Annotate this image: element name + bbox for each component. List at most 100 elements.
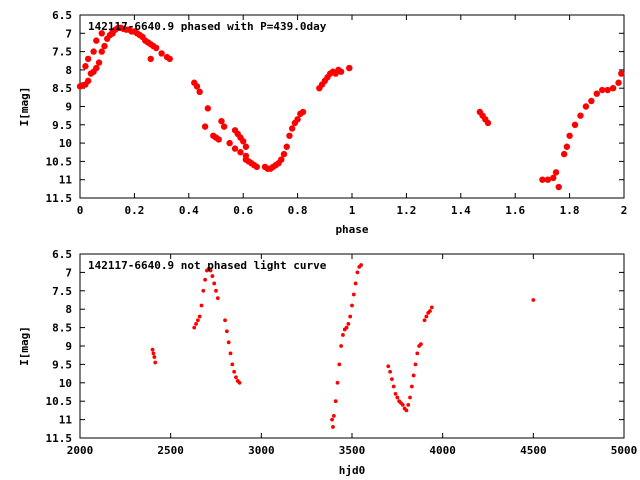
data-point: [555, 183, 562, 191]
data-point: [389, 377, 394, 382]
y-tick-label: 10: [59, 377, 72, 390]
data-point: [359, 263, 363, 267]
data-point: [226, 340, 231, 345]
data-point: [593, 90, 600, 97]
data-point: [228, 351, 233, 356]
x-tick-label: 2: [621, 204, 628, 217]
data-point: [393, 391, 398, 396]
data-point: [391, 384, 396, 389]
data-point: [201, 288, 206, 293]
x-tick-label: 0.2: [124, 204, 144, 217]
data-point: [337, 362, 342, 367]
data-point: [348, 314, 353, 319]
data-point: [413, 362, 418, 367]
data-point: [215, 296, 220, 301]
data-point: [192, 325, 197, 330]
y-tick-label: 7.5: [52, 46, 72, 59]
data-point: [346, 64, 353, 72]
data-point: [204, 105, 212, 112]
data-point: [283, 143, 290, 150]
data-point: [539, 176, 546, 183]
data-point: [395, 395, 400, 400]
data-point: [242, 143, 250, 150]
data-point: [203, 277, 208, 282]
plot-frame: [79, 14, 625, 199]
data-point: [552, 169, 560, 176]
y-tick-label: 10.5: [46, 155, 73, 168]
data-point: [404, 408, 409, 413]
data-point: [95, 59, 103, 66]
x-tick-label: 1.6: [505, 204, 525, 217]
data-point: [341, 333, 345, 337]
data-point: [223, 318, 227, 323]
plot-frame: [79, 253, 625, 439]
data-point: [544, 176, 552, 183]
data-point: [166, 55, 173, 63]
data-point: [230, 362, 235, 367]
data-point: [599, 86, 606, 94]
y-tick-label: 7: [65, 27, 72, 40]
data-point: [210, 274, 215, 278]
x-tick-label: 5000: [611, 444, 638, 457]
chart-title: 142117-6640.9 not phased light curve: [88, 259, 327, 272]
data-point: [429, 305, 434, 310]
data-point: [93, 37, 100, 44]
data-point: [406, 402, 411, 407]
data-point: [218, 117, 225, 125]
y-axis-label: I[mag]: [18, 326, 31, 366]
y-tick-label: 7: [65, 266, 72, 279]
y-tick-label: 11: [59, 414, 73, 427]
y-tick-label: 11.5: [46, 192, 73, 205]
data-point: [240, 138, 247, 145]
data-point: [152, 355, 157, 359]
data-point: [212, 281, 217, 286]
data-point: [109, 30, 116, 37]
data-point: [234, 375, 238, 380]
data-point: [280, 150, 288, 158]
x-axis-label: hjd0: [339, 464, 366, 477]
y-tick-label: 8.5: [52, 322, 72, 335]
data-point: [409, 384, 414, 389]
data-point: [152, 44, 160, 52]
x-tick-label: 4500: [520, 444, 547, 457]
data-point: [566, 132, 573, 139]
data-point: [237, 149, 244, 156]
x-tick-label: 4000: [429, 444, 456, 457]
data-point: [147, 55, 154, 63]
data-point: [193, 83, 201, 90]
data-point: [101, 42, 108, 50]
data-point: [197, 314, 202, 319]
y-tick-label: 6.5: [52, 248, 72, 261]
data-point: [350, 303, 354, 308]
data-point: [286, 132, 293, 139]
data-point: [199, 303, 204, 308]
data-point: [150, 347, 155, 352]
data-point: [158, 50, 165, 57]
data-point: [208, 268, 213, 273]
chart-1: 0 0.2 0.4 0.6 0.8 1 1.2 1.4 1.6 1.8 2 6.5 7 7.5 8 8.5 9 9…: [18, 9, 627, 236]
data-point: [231, 145, 239, 152]
x-tick-label: 3000: [248, 444, 275, 457]
data-point: [582, 103, 590, 110]
data-point: [294, 116, 301, 123]
data-point: [484, 119, 492, 127]
y-tick-label: 9.5: [52, 119, 72, 132]
data-point: [531, 298, 536, 302]
x-tick-label: 1: [349, 204, 356, 217]
data-point: [194, 322, 198, 326]
y-tick-label: 6.5: [52, 9, 72, 22]
data-point: [98, 30, 105, 37]
data-point: [571, 121, 579, 128]
data-point: [196, 88, 203, 96]
data-point: [98, 48, 105, 55]
y-tick-label: 9.5: [52, 358, 72, 371]
x-tick-label: 2500: [157, 444, 184, 457]
data-point: [333, 399, 338, 404]
data-point: [82, 63, 89, 70]
data-point: [353, 281, 358, 286]
x-axis-label: phase: [335, 223, 368, 236]
data-point: [419, 342, 423, 347]
y-tick-label: 8: [65, 64, 72, 77]
data-point: [615, 79, 622, 86]
